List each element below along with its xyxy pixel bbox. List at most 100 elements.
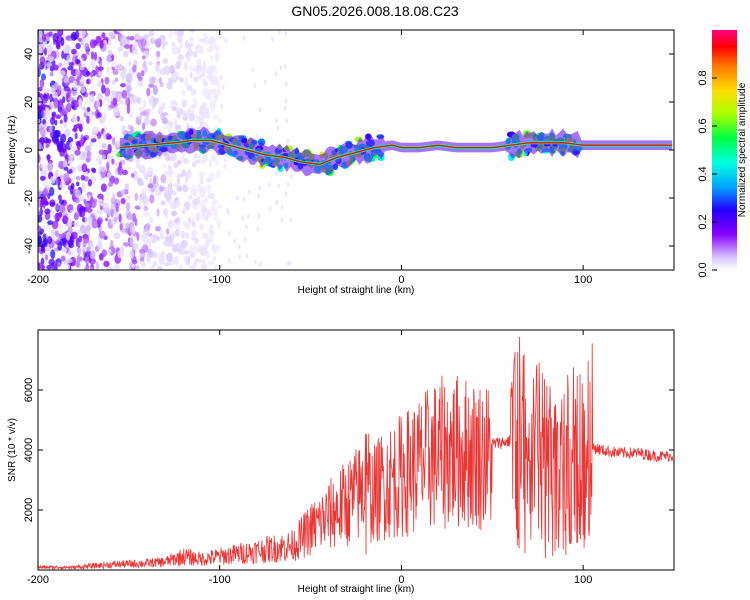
noise-cell xyxy=(175,124,182,131)
noise-cell xyxy=(106,161,110,172)
noise-cell xyxy=(91,168,97,174)
noise-cell xyxy=(90,138,97,143)
noise-cell xyxy=(124,96,129,106)
noise-cell xyxy=(119,115,124,122)
noise-cell xyxy=(286,261,289,267)
noise-cell xyxy=(115,202,119,212)
noise-cell xyxy=(79,209,86,218)
noise-cell xyxy=(203,81,209,87)
noise-cell xyxy=(53,82,58,90)
noise-cell xyxy=(251,66,254,72)
noise-cell xyxy=(205,251,210,260)
noise-cell xyxy=(97,240,103,251)
noise-cell xyxy=(55,39,61,49)
noise-cell xyxy=(66,204,74,211)
noise-cell xyxy=(219,263,223,269)
noise-cell xyxy=(103,112,107,122)
noise-cell xyxy=(238,244,241,250)
noise-cell xyxy=(163,58,169,65)
noise-cell xyxy=(171,45,179,55)
noise-cell xyxy=(162,208,169,216)
noise-cell xyxy=(199,171,205,180)
noise-cell xyxy=(209,88,217,95)
noise-cell xyxy=(39,207,43,217)
noise-cell xyxy=(114,111,121,116)
noise-cell xyxy=(89,71,94,78)
noise-cell xyxy=(89,257,96,265)
noise-cell xyxy=(151,233,158,241)
noise-cell xyxy=(98,60,103,67)
noise-cell xyxy=(71,48,77,55)
noise-cell xyxy=(120,197,126,205)
noise-cell xyxy=(286,182,290,188)
snr-x-ticks: -200 -100 0 100 xyxy=(27,330,592,586)
snr-plot: -200 -100 0 100 2000 4000 6000 Height of stra… xyxy=(7,329,675,595)
noise-cell xyxy=(143,98,147,109)
noise-cell xyxy=(54,230,59,237)
noise-cell xyxy=(220,104,223,110)
noise-cell xyxy=(280,204,284,210)
noise-cell xyxy=(256,226,260,232)
noise-cell xyxy=(228,258,231,264)
noise-cell xyxy=(258,107,262,113)
noise-cell xyxy=(38,186,43,192)
noise-cell xyxy=(117,63,124,70)
noise-cell xyxy=(191,244,199,255)
noise-cell xyxy=(289,217,292,223)
noise-cell xyxy=(192,98,197,104)
noise-cell xyxy=(198,109,204,115)
noise-cell xyxy=(70,31,78,41)
noise-cell xyxy=(211,156,216,162)
noise-cell xyxy=(137,181,145,186)
noise-cell xyxy=(111,61,118,68)
noise-cell xyxy=(196,64,201,70)
noise-cell xyxy=(46,44,53,53)
noise-cell xyxy=(169,30,173,36)
noise-cell xyxy=(217,204,222,209)
noise-cell xyxy=(63,247,68,253)
noise-cell xyxy=(39,43,43,54)
noise-cell xyxy=(146,166,154,176)
noise-cell xyxy=(42,103,46,111)
noise-cell xyxy=(42,119,46,125)
noise-cell xyxy=(177,248,181,253)
noise-cell xyxy=(264,79,267,85)
noise-cell xyxy=(271,36,274,42)
noise-cell xyxy=(52,91,58,99)
noise-cell xyxy=(209,55,214,61)
noise-cell xyxy=(69,141,74,149)
noise-cell xyxy=(148,83,155,88)
noise-cell xyxy=(117,46,122,53)
noise-cell xyxy=(164,151,170,162)
noise-cell xyxy=(143,34,150,40)
noise-cell xyxy=(72,99,80,108)
noise-cell xyxy=(257,193,260,199)
noise-cell xyxy=(107,181,114,187)
noise-cell xyxy=(279,65,283,71)
noise-cell xyxy=(284,191,288,197)
noise-cell xyxy=(80,106,87,111)
noise-cell xyxy=(160,200,166,206)
noise-cell xyxy=(49,199,56,208)
y-tick-label: 20 xyxy=(23,96,35,108)
noise-cell xyxy=(201,71,206,78)
noise-cell xyxy=(131,259,138,265)
noise-cell xyxy=(135,158,141,167)
noise-cell xyxy=(182,184,189,193)
noise-cell xyxy=(75,42,81,50)
noise-cell xyxy=(75,68,81,77)
noise-cell xyxy=(84,145,92,152)
noise-cell xyxy=(193,114,200,125)
noise-cell xyxy=(107,171,112,178)
colorbar-gradient xyxy=(712,30,737,270)
noise-cell xyxy=(38,231,43,236)
noise-cell xyxy=(45,224,52,229)
noise-cell xyxy=(59,233,66,239)
noise-cell xyxy=(39,175,46,181)
noise-cell xyxy=(193,76,200,83)
noise-cell xyxy=(93,198,97,203)
noise-cell xyxy=(207,260,215,266)
noise-cell xyxy=(151,238,157,244)
noise-cell xyxy=(195,212,201,222)
